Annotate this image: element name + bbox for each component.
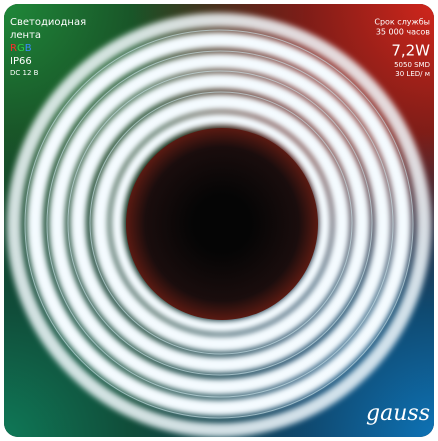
coil-center (126, 128, 318, 320)
protection: IP66 (10, 56, 32, 67)
title-line: Светодиодная (10, 17, 86, 28)
density: 30 LED/ м (395, 70, 430, 78)
color-mode: RGB (10, 43, 32, 54)
chip: 5050 SMD (394, 61, 430, 69)
voltage: DC 12 В (10, 69, 39, 77)
background (0, 0, 438, 441)
brand-logo: gauss (366, 401, 430, 426)
product-image: Светодиодная лента RGB IP66 DC 12 В Срок… (0, 0, 438, 441)
lifetime-label: Срок службы (374, 18, 430, 27)
power: 7,2W (391, 42, 430, 60)
title-line: лента (10, 30, 41, 41)
lifetime-value: 35 000 часов (376, 28, 430, 37)
